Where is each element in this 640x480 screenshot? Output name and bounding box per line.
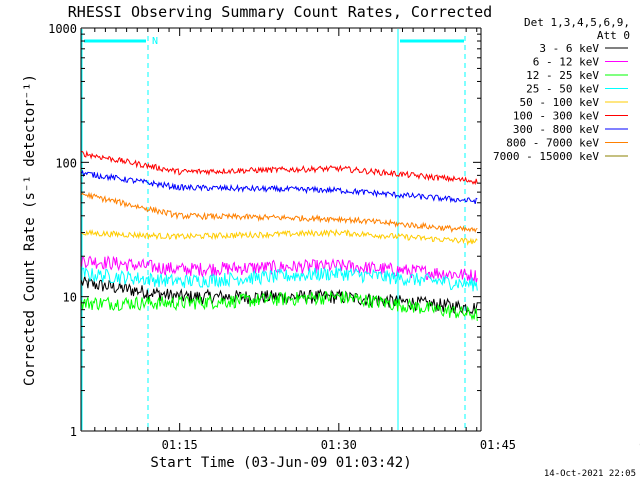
overlay-flag-label: N: [152, 36, 158, 47]
x-tick-label: 01:15: [162, 438, 198, 452]
footer-date: 14-Oct-2021 22:05: [544, 469, 636, 479]
y-tick-label: 10: [63, 291, 77, 305]
legend-label: 100 - 300 keV: [513, 110, 599, 123]
y-tick-labels: 1 10 100 1000: [48, 22, 77, 439]
y-tick-label: 100: [55, 156, 77, 170]
legend-label: 6 - 12 keV: [533, 56, 600, 69]
legend-header-line-1: Det 1,3,4,5,6,9,: [524, 16, 630, 29]
plot-frame: [80, 27, 482, 432]
x-axis-label: Start Time (03-Jun-09 01:03:42): [150, 455, 411, 471]
legend-label: 12 - 25 keV: [526, 69, 599, 82]
legend-label: 800 - 7000 keV: [506, 137, 599, 150]
ticks: [81, 28, 481, 432]
legend-label: 300 - 800 keV: [513, 123, 599, 136]
legend-header-line-2: Att 0: [597, 29, 630, 42]
y-axis-label: Corrected Count Rate (s⁻¹ detector⁻¹): [22, 74, 38, 386]
series-line-3: [81, 266, 478, 292]
series-layer: [81, 150, 478, 322]
y-tick-label: 1: [70, 425, 77, 439]
legend-label: 3 - 6 keV: [539, 42, 599, 55]
series-line-4: [81, 228, 478, 246]
series-line-2: [81, 290, 478, 322]
series-line-7: [81, 191, 478, 233]
attenuator-overlay: N: [81, 29, 466, 430]
x-tick-label: 01:45: [480, 438, 516, 452]
series-line-6: [81, 169, 478, 205]
legend-label: 50 - 100 keV: [520, 96, 600, 109]
legend-header: Det 1,3,4,5,6,9, Att 0: [524, 16, 630, 42]
y-tick-label: 1000: [48, 22, 77, 36]
series-line-5: [81, 150, 478, 186]
legend-label: 7000 - 15000 keV: [493, 150, 599, 163]
chart-title: RHESSI Observing Summary Count Rates, Co…: [68, 3, 492, 21]
legend-label: 25 - 50 keV: [526, 83, 599, 96]
x-tick-label: 01:30: [321, 438, 357, 452]
